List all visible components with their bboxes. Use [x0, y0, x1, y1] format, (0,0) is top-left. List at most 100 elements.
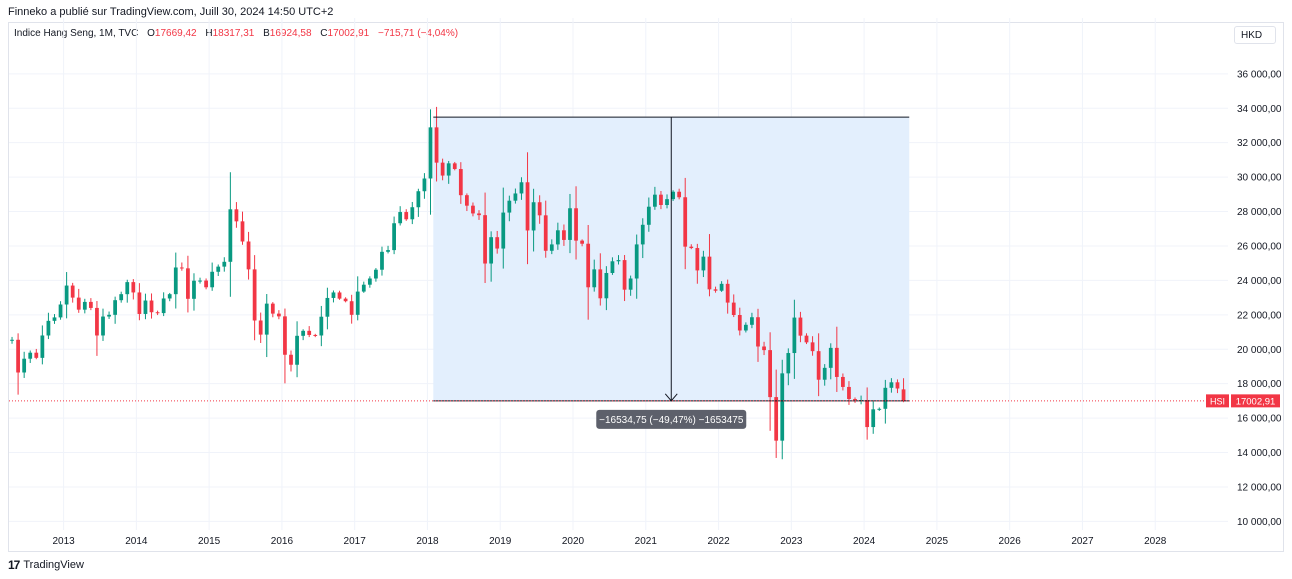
candle-body — [167, 294, 172, 299]
candle-body — [562, 230, 566, 240]
candle-body — [877, 408, 882, 410]
y-tick-label: 36 000,00 — [1237, 69, 1282, 80]
candles — [4, 106, 906, 460]
candle-body — [40, 335, 45, 358]
candle-body — [768, 350, 772, 398]
candle-body — [337, 292, 342, 299]
candle-body — [592, 269, 597, 288]
candle-body — [301, 330, 306, 336]
y-tick-label: 34 000,00 — [1237, 104, 1282, 115]
candle-body — [586, 243, 591, 288]
candle-body — [374, 269, 378, 279]
candle-body — [58, 304, 63, 318]
candle-body — [452, 163, 457, 170]
candle-body — [810, 342, 815, 352]
candle-body — [434, 127, 439, 163]
candle-body — [137, 292, 142, 314]
candle-body — [531, 202, 536, 231]
candle-body — [64, 285, 69, 305]
x-tick-label: 2016 — [271, 536, 294, 547]
x-tick-label: 2021 — [635, 536, 658, 547]
candle-body — [325, 297, 330, 317]
measure-label-box — [596, 409, 747, 429]
candle-body — [853, 398, 857, 401]
candle-body — [816, 351, 821, 380]
candle-body — [871, 409, 876, 428]
candle-body — [331, 292, 336, 298]
candle-body — [398, 212, 403, 224]
candle-body — [477, 213, 481, 216]
low-value: 16924,58 — [269, 28, 312, 39]
candle-body — [76, 297, 81, 310]
candle-body — [349, 301, 354, 315]
candle-body — [774, 397, 779, 441]
candle-body — [762, 346, 766, 351]
candle-body — [422, 178, 427, 192]
candle-body — [834, 347, 839, 377]
x-tick-label: 2020 — [562, 536, 585, 547]
candle-body — [555, 230, 560, 245]
candle-body — [798, 317, 803, 336]
candle-body — [34, 352, 39, 358]
candle-body — [10, 339, 14, 341]
x-tick-label: 2014 — [125, 536, 148, 547]
open-label: O — [147, 28, 155, 39]
candle-body — [646, 206, 651, 225]
candle-body — [107, 314, 111, 317]
x-tick-label: 2023 — [780, 536, 803, 547]
candle-body — [598, 269, 603, 299]
candle-body — [404, 212, 409, 220]
candle-body — [713, 289, 718, 291]
candle-body — [549, 244, 554, 251]
candle-body — [46, 320, 51, 336]
candle-body — [246, 241, 251, 270]
candle-body — [634, 244, 639, 279]
x-tick-label: 2022 — [707, 536, 730, 547]
close-label: C — [320, 28, 328, 39]
candle-body — [22, 358, 27, 373]
candle-body — [822, 367, 827, 380]
y-tick-label: 26 000,00 — [1237, 241, 1282, 252]
candle-body — [173, 267, 178, 295]
symbol-title[interactable]: Indice Hang Seng, 1M, TVC — [14, 28, 139, 39]
candle-body — [258, 320, 263, 335]
candle-body — [737, 314, 742, 331]
y-tick-label: 16 000,00 — [1237, 414, 1282, 425]
candle-body — [483, 215, 487, 264]
candle-body — [756, 317, 760, 347]
candle-body — [161, 298, 166, 314]
candle-body — [847, 386, 851, 399]
candle-body — [276, 313, 281, 317]
low-label: B — [263, 28, 270, 39]
candle-body — [234, 209, 239, 222]
candle-body — [289, 354, 293, 365]
candle-body — [380, 251, 384, 270]
candle-body — [143, 300, 148, 314]
y-tick-label: 32 000,00 — [1237, 138, 1282, 149]
candle-body — [240, 221, 245, 242]
candle-body — [689, 246, 694, 249]
candle-body — [665, 199, 669, 205]
candle-body — [416, 191, 421, 208]
candle-body — [28, 352, 33, 359]
candle-body — [355, 291, 360, 315]
candle-body — [70, 285, 75, 298]
footer: 17 TradingView — [8, 558, 84, 572]
x-tick-label: 2013 — [52, 536, 75, 547]
candle-body — [4, 327, 8, 341]
candle-body — [186, 268, 190, 299]
candle-body — [501, 212, 506, 249]
candle-body — [283, 316, 287, 355]
close-value: 17002,91 — [327, 28, 370, 39]
y-tick-label: 18 000,00 — [1237, 379, 1282, 390]
candle-body — [677, 191, 682, 198]
y-tick-label: 28 000,00 — [1237, 207, 1282, 218]
candle-body — [513, 193, 518, 201]
candle-body — [883, 387, 888, 409]
currency-button[interactable]: HKD — [1234, 26, 1276, 44]
candle-body — [131, 282, 136, 293]
candle-body — [149, 300, 154, 313]
price-tag-symbol: HSI — [1210, 396, 1225, 406]
candle-body — [428, 127, 433, 179]
